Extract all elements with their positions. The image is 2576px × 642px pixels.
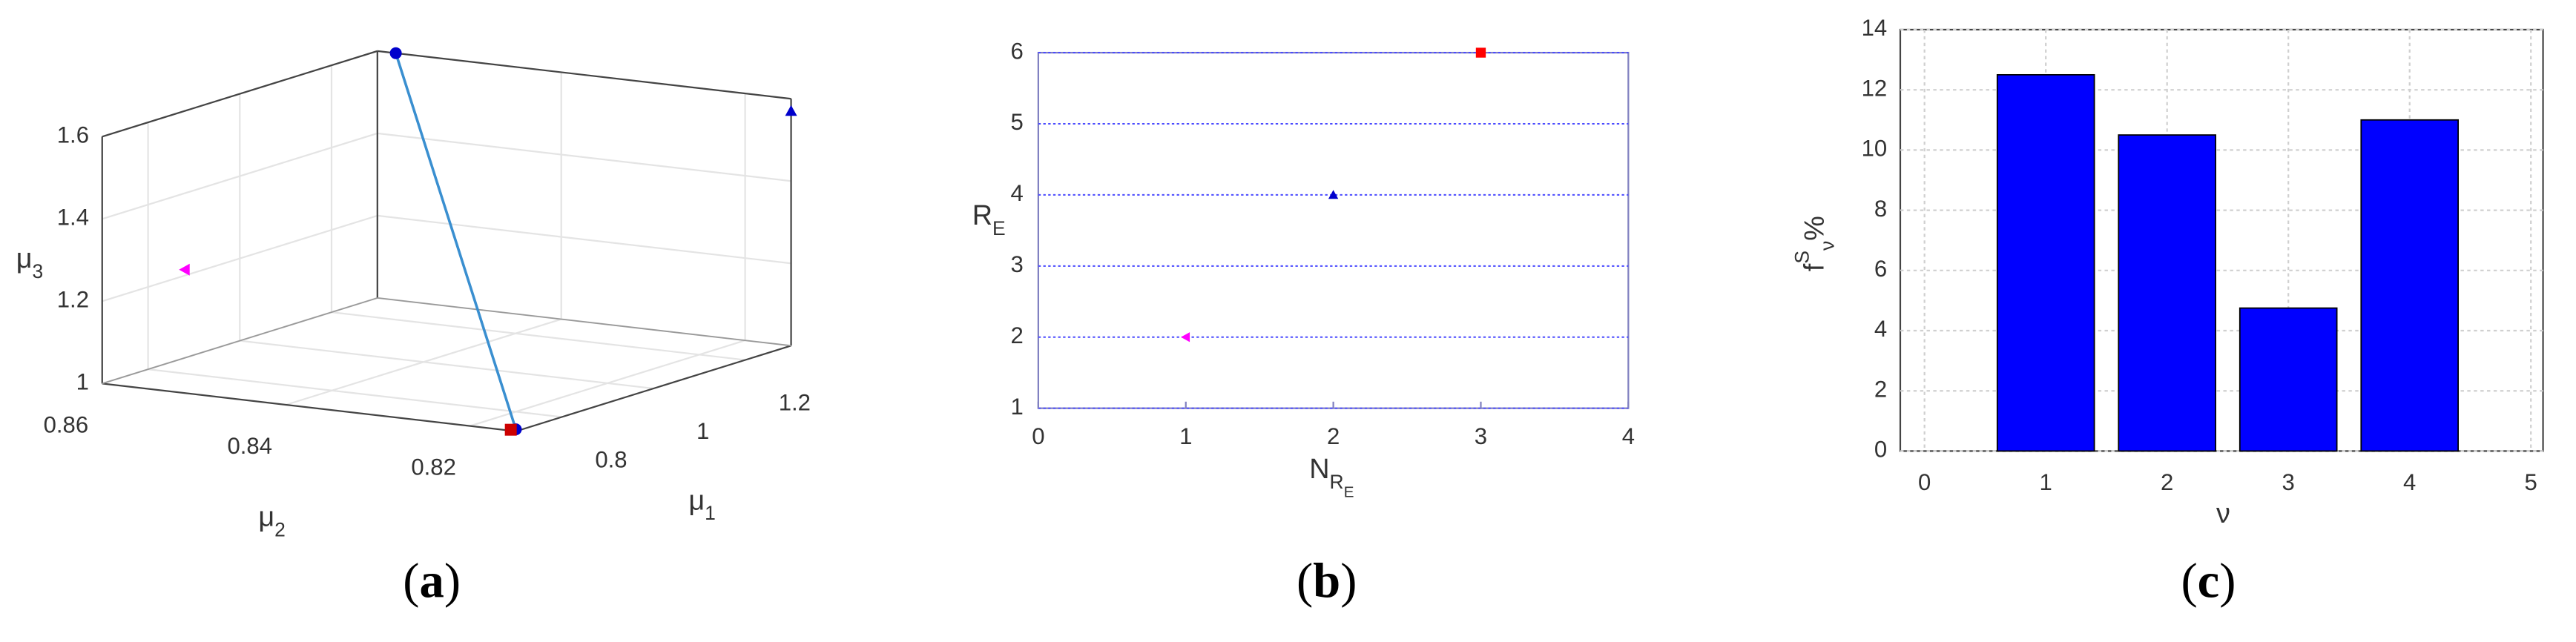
y-tick-label: 6: [1874, 256, 1887, 282]
point: [504, 423, 517, 436]
axis-label: ν: [2216, 498, 2230, 529]
plot-frame: [1037, 51, 1630, 409]
grid-line: [240, 340, 654, 390]
y-tick-label: 3: [1011, 251, 1024, 277]
bar: [2118, 134, 2216, 452]
y-tick-label: 0: [1874, 437, 1887, 463]
y-tick-label: 4: [1011, 180, 1024, 206]
label-part: S: [1791, 251, 1814, 264]
point: [1181, 332, 1190, 342]
box-edge: [102, 383, 516, 432]
box-edge: [377, 297, 791, 347]
x-tick-label: 2: [1327, 423, 1340, 449]
axis-label: NRE: [1309, 454, 1354, 501]
x-tick-label: 1: [1179, 423, 1192, 449]
label-part: 1: [705, 502, 716, 524]
label-part: E: [992, 217, 1006, 239]
y-tick-label: 1: [1011, 394, 1024, 420]
x-tick-label: 1.2: [779, 390, 811, 416]
grid-line: [377, 132, 791, 182]
grid-line: [286, 318, 562, 406]
title-part: (: [2181, 555, 2198, 609]
label-part: N: [1309, 454, 1329, 485]
axis-label: fSν%: [1791, 216, 1839, 271]
y-tick-label: 2: [1011, 322, 1024, 348]
box-edge: [377, 50, 791, 100]
title-part: (: [403, 555, 419, 609]
box-edge: [102, 50, 378, 138]
x-tick-label: 1: [696, 418, 709, 444]
y-tick-label: 0.86: [44, 411, 89, 437]
y-tick-label: 10: [1862, 136, 1888, 162]
y-tick-label: 0.84: [227, 433, 272, 459]
y-tick-label: 8: [1874, 196, 1887, 222]
point: [785, 105, 797, 116]
z-tick-label: 1.6: [57, 122, 89, 148]
panel-title: (c): [2181, 555, 2236, 609]
x-tick-label: 0: [1918, 469, 1931, 495]
title-part: ): [1340, 555, 1357, 609]
point: [1328, 190, 1339, 199]
point: [179, 263, 190, 276]
label-part: ν: [2216, 498, 2230, 529]
z-tick-label: 1.4: [57, 205, 89, 231]
x-tick-label: 5: [2525, 469, 2537, 495]
label-part: ν: [1816, 241, 1839, 251]
axis-label: RE: [972, 200, 1006, 239]
title-part: (: [1297, 555, 1313, 609]
title-part: ): [2219, 555, 2236, 609]
title-part: c: [2198, 555, 2220, 609]
panel-title: (b): [1297, 555, 1357, 609]
x-tick-label: 2: [2161, 469, 2173, 495]
label-part: %: [1799, 216, 1831, 241]
point: [389, 47, 402, 59]
label-part: R: [1330, 471, 1344, 493]
title-part: ): [444, 555, 461, 609]
panel-title: (a): [403, 555, 461, 609]
line: [394, 53, 518, 430]
y-tick-label: 5: [1011, 109, 1024, 135]
x-tick-label: 0: [1032, 423, 1044, 449]
label-part: μ: [258, 501, 274, 532]
grid-line: [470, 340, 745, 427]
label-part: f: [1799, 263, 1831, 271]
axis-label: μ1: [688, 485, 715, 524]
grid-line: [377, 214, 791, 265]
label-part: μ: [16, 243, 33, 274]
x-tick-label: 0.8: [595, 447, 627, 473]
label-part: R: [972, 200, 992, 231]
grid-line: [331, 311, 745, 361]
bar: [2239, 307, 2338, 452]
y-tick-label: 0.82: [411, 454, 456, 480]
x-tick-label: 1: [2040, 469, 2052, 495]
x-tick-label: 3: [2282, 469, 2295, 495]
label-part: 3: [33, 260, 44, 282]
x-tick-label: 3: [1475, 423, 1487, 449]
y-tick-label: 14: [1862, 15, 1888, 41]
y-tick-label: 2: [1874, 376, 1887, 402]
axis-label: μ2: [258, 501, 285, 540]
x-tick-label: 4: [1622, 423, 1635, 449]
grid-line: [148, 368, 562, 418]
box-edge: [515, 345, 791, 432]
box-edge: [102, 297, 378, 385]
y-tick-label: 6: [1011, 38, 1024, 64]
y-tick-label: 12: [1862, 75, 1888, 101]
title-part: b: [1313, 555, 1340, 609]
bar: [2360, 119, 2459, 452]
x-tick-label: 4: [2403, 469, 2416, 495]
y-tick-label: 4: [1874, 316, 1887, 342]
label-part: E: [1344, 484, 1354, 501]
title-part: a: [420, 555, 444, 609]
point: [1475, 47, 1486, 58]
axis-label: μ3: [16, 243, 43, 282]
label-part: 2: [274, 518, 286, 540]
z-tick-label: 1: [76, 369, 89, 395]
z-tick-label: 1.2: [57, 287, 89, 313]
label-part: μ: [688, 485, 705, 516]
bar: [1996, 73, 2095, 452]
